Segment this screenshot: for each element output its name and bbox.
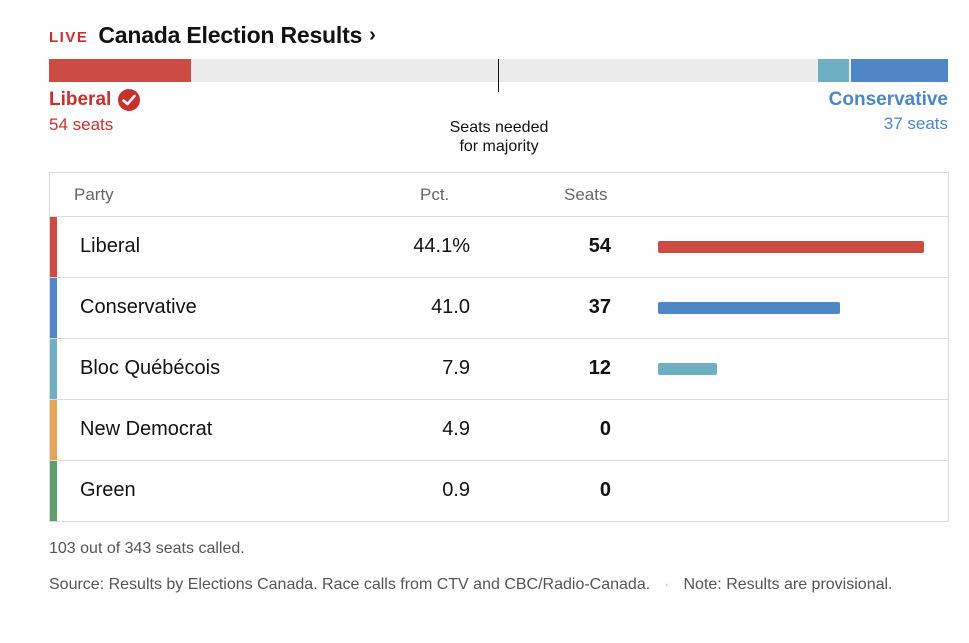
vote-percent: 4.9 [442,418,470,440]
party-name: Green [80,479,136,501]
vote-percent: 0.9 [442,479,470,501]
live-badge: LIVE [49,28,89,46]
seat-count: 37 [588,296,611,318]
seat-count: 12 [588,357,611,379]
majority-marker [498,59,499,92]
seat-segment-conservative [851,59,948,82]
party-name: Liberal [80,235,141,257]
vote-percent: 44.1% [413,235,470,257]
seat-bar [658,363,717,375]
vote-percent: 41.0 [431,296,470,318]
party-color-swatch [50,461,57,521]
vote-percent: 7.9 [442,357,470,379]
source-note: Source: Results by Elections Canada. Rac… [49,576,893,593]
seat-count: 54 [588,235,611,257]
page-title[interactable]: Canada Election Results [98,21,363,48]
table-row: Liberal 44.1% 54 [50,217,948,278]
seat-bar [658,241,924,253]
second-party-name: Conservative [828,89,948,110]
chevron-right-icon[interactable]: › [369,24,376,46]
pct-column-header: Pct. [420,185,450,204]
leader-party-name: Liberal [49,89,141,111]
party-name: Conservative [80,296,197,318]
party-name: Bloc Québécois [80,357,221,379]
seat-bar [658,302,840,314]
party-color-swatch [50,217,57,277]
table-row: Conservative 41.0 37 [50,278,948,339]
seat-count: 0 [599,479,611,501]
party-name: New Democrat [80,418,213,440]
results-table: Party Pct. Seats Liberal 44.1% 54 Conservat… [49,172,949,522]
seat-segment-liberal [49,59,191,82]
seats-column-header: Seats [564,185,608,204]
party-color-swatch [50,400,57,460]
results-header[interactable]: LIVE Canada Election Results › [49,20,376,50]
party-color-swatch [50,339,57,399]
party-column-header: Party [74,185,114,204]
check-circle-icon [118,89,141,111]
seat-segment-bloc [818,59,849,82]
majority-label: Seats needed for majority [449,119,549,155]
party-color-swatch [50,278,57,338]
seat-count: 0 [599,418,611,440]
table-header: Party Pct. Seats [50,173,948,217]
table-row: Green 0.9 0 [50,461,948,521]
table-row: New Democrat 4.9 0 [50,400,948,461]
seats-called-text: 103 out of 343 seats called. [49,540,245,557]
table-row: Bloc Québécois 7.9 12 [50,339,948,400]
second-seat-count: 37 seats [883,114,948,133]
leader-seat-count: 54 seats [49,115,114,134]
